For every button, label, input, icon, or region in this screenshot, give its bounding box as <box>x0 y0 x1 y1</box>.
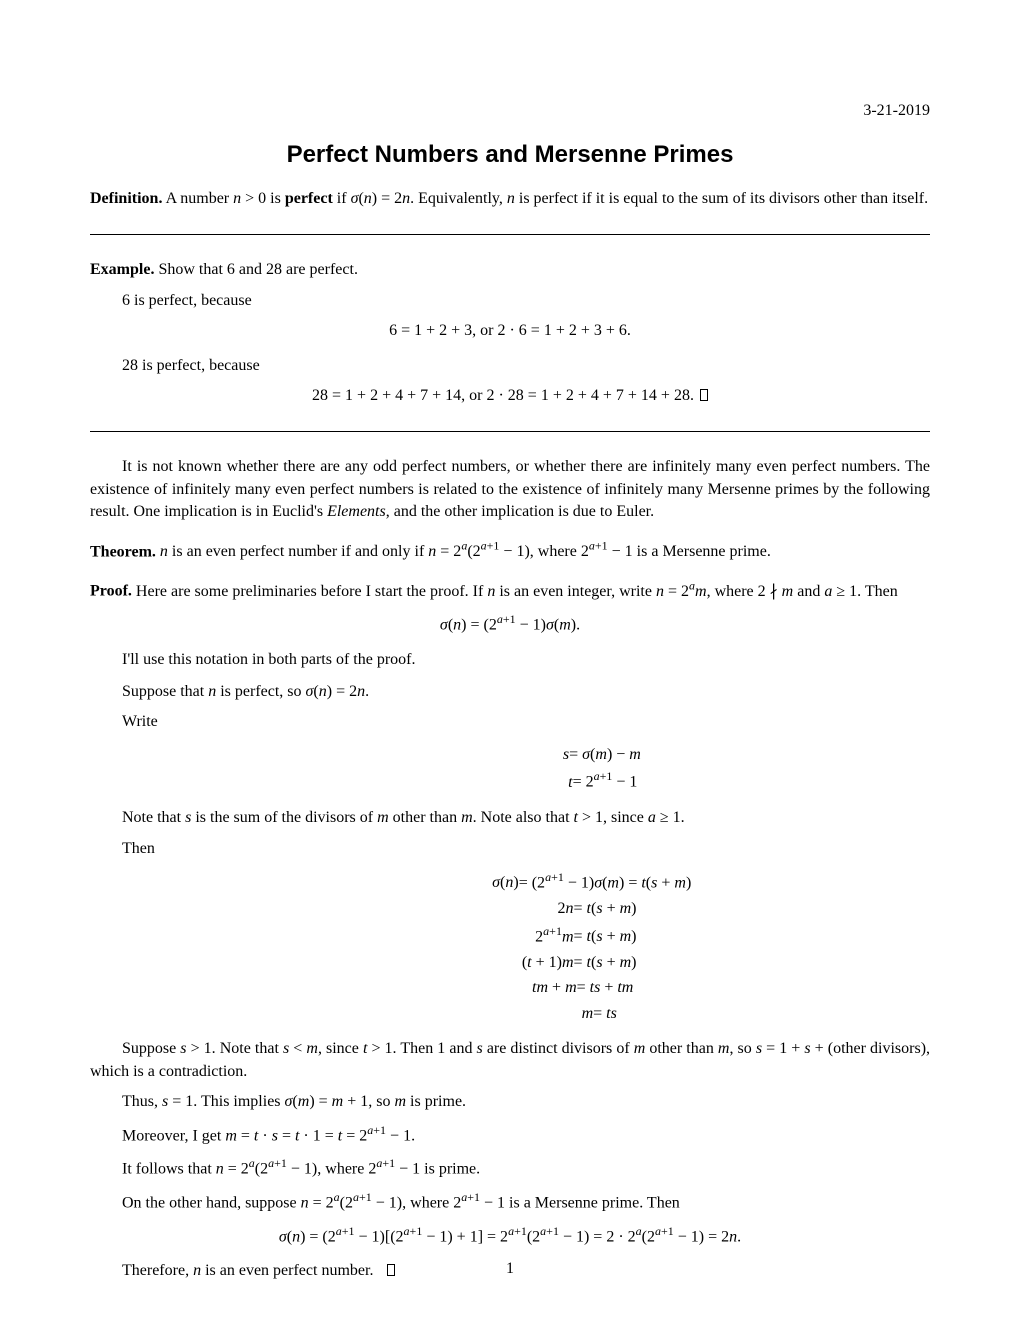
other-hand: On the other hand, suppose n = 2a(2a+1 −… <box>90 1189 930 1215</box>
final-equation: σ(n) = (2a+1 − 1)[(2a+1 − 1) + 1] = 2a+1… <box>90 1223 930 1249</box>
example-label: Example. <box>90 261 154 278</box>
definition-paragraph: Definition. A number n > 0 is perfect if… <box>90 188 930 210</box>
six-intro: 6 is perfect, because <box>90 290 930 312</box>
definition-text-1: A number n > 0 is <box>162 190 284 207</box>
proof-label: Proof. <box>90 583 132 600</box>
moreover: Moreover, I get m = t · s = t · 1 = t = … <box>90 1122 930 1148</box>
st-definitions: s = σ(m) − m t = 2a+1 − 1 <box>90 742 930 796</box>
sigma-equation: σ(n) = (2a+1 − 1)σ(m). <box>90 611 930 637</box>
proof-prelim: Proof. Here are some preliminaries befor… <box>90 577 930 603</box>
twentyeight-equation: 28 = 1 + 2 + 4 + 7 + 14, or 2 · 28 = 1 +… <box>90 385 930 407</box>
six-equation: 6 = 1 + 2 + 3, or 2 · 6 = 1 + 2 + 3 + 6. <box>90 320 930 342</box>
page-number: 1 <box>0 1258 1020 1280</box>
write-label: Write <box>90 711 930 733</box>
use-notation: I'll use this notation in both parts of … <box>90 649 930 671</box>
definition-text-2: if σ(n) = 2n. Equivalently, n is perfect… <box>333 190 928 207</box>
note-st: Note that s is the sum of the divisors o… <box>90 807 930 829</box>
suppose-s: Suppose s > 1. Note that s < m, since t … <box>90 1038 930 1083</box>
twentyeight-eq-text: 28 = 1 + 2 + 4 + 7 + 14, or 2 · 28 = 1 +… <box>312 387 694 404</box>
twentyeight-intro: 28 is perfect, because <box>90 355 930 377</box>
then-label: Then <box>90 838 930 860</box>
definition-perfect-word: perfect <box>285 190 333 207</box>
example-paragraph: Example. Show that 6 and 28 are perfect. <box>90 259 930 281</box>
theorem-text: n is an even perfect number if and only … <box>156 543 771 560</box>
rule-2 <box>90 431 930 432</box>
theorem-paragraph: Theorem. n is an even perfect number if … <box>90 538 930 564</box>
suppose-perfect: Suppose that n is perfect, so σ(n) = 2n. <box>90 681 930 703</box>
qed-box-1 <box>700 389 708 401</box>
follows: It follows that n = 2a(2a+1 − 1), where … <box>90 1155 930 1181</box>
proof-prelim-text: Here are some preliminaries before I sta… <box>132 583 898 600</box>
rule-1 <box>90 234 930 235</box>
example-prompt: Show that 6 and 28 are perfect. <box>154 261 357 278</box>
date: 3-21-2019 <box>90 100 930 122</box>
discussion-paragraph: It is not known whether there are any od… <box>90 456 930 523</box>
thus-s1: Thus, s = 1. This implies σ(m) = m + 1, … <box>90 1091 930 1113</box>
definition-label: Definition. <box>90 190 162 207</box>
page-title: Perfect Numbers and Mersenne Primes <box>90 138 930 172</box>
theorem-label: Theorem. <box>90 543 156 560</box>
proof-chain: σ(n) = (2a+1 − 1)σ(m) = t(s + m) 2n = t(… <box>90 868 930 1026</box>
